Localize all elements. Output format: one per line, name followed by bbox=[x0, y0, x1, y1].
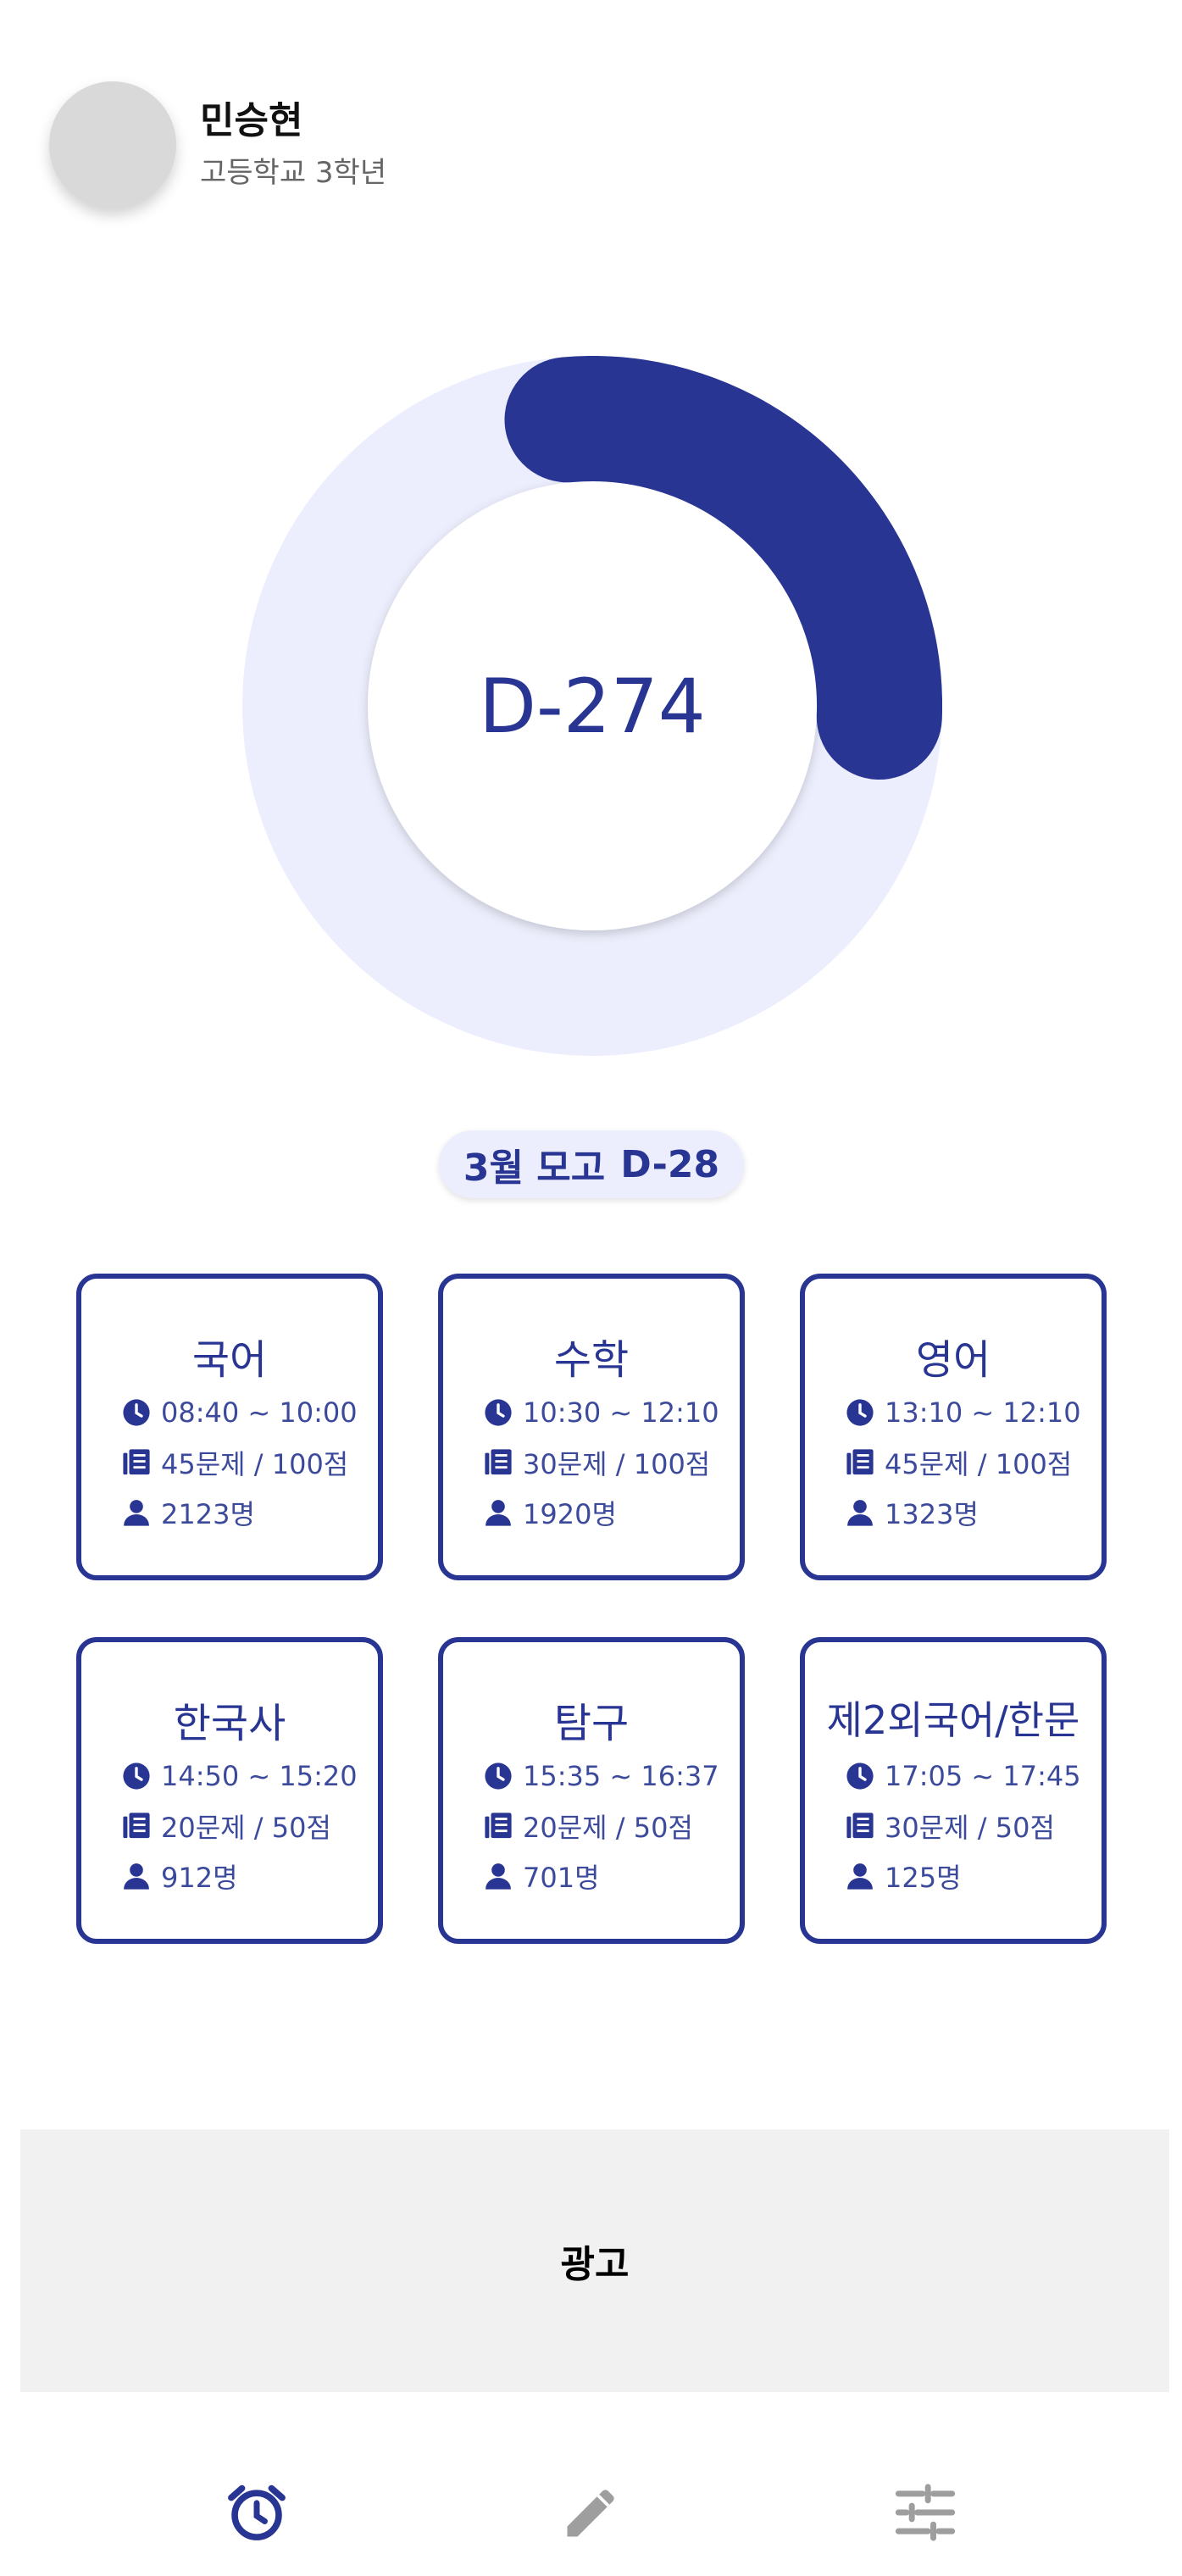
subject-time: 14:50 ~ 15:20 bbox=[161, 1760, 358, 1792]
alarm-clock-icon bbox=[228, 2484, 286, 2540]
nav-alarm[interactable] bbox=[223, 2479, 291, 2546]
subject-people: 2123명 bbox=[161, 1498, 255, 1530]
subject-time-row: 15:35 ~ 16:37 bbox=[484, 1757, 719, 1795]
nav-settings[interactable] bbox=[891, 2479, 959, 2546]
subject-people-row: 912명 bbox=[122, 1857, 238, 1895]
subject-card-english[interactable]: 영어 13:10 ~ 12:10 45문제 / 100점 1323명 bbox=[800, 1274, 1107, 1580]
subject-card-math[interactable]: 수학 10:30 ~ 12:10 30문제 / 100점 1920명 bbox=[438, 1274, 745, 1580]
subject-time-row: 10:30 ~ 12:10 bbox=[484, 1394, 719, 1431]
subject-card-second-language[interactable]: 제2외국어/한문 17:05 ~ 17:45 30문제 / 50점 125명 bbox=[800, 1637, 1107, 1944]
book-icon bbox=[846, 1813, 874, 1839]
subject-name: 국어 bbox=[191, 1336, 268, 1384]
subject-card-korean-history[interactable]: 한국사 14:50 ~ 15:20 20문제 / 50점 912명 bbox=[76, 1637, 383, 1944]
clock-icon bbox=[123, 1763, 150, 1790]
person-icon bbox=[847, 1500, 873, 1526]
next-exam-name: 3월 모고 bbox=[463, 1146, 606, 1190]
book-icon bbox=[123, 1813, 150, 1839]
subject-time: 13:10 ~ 12:10 bbox=[885, 1396, 1081, 1429]
subject-name: 수학 bbox=[553, 1336, 630, 1384]
subject-card-korean[interactable]: 국어 08:40 ~ 10:00 45문제 / 100점 2123명 bbox=[76, 1274, 383, 1580]
subject-time: 08:40 ~ 10:00 bbox=[161, 1396, 358, 1429]
book-icon bbox=[485, 1813, 512, 1839]
subject-people-row: 2123명 bbox=[122, 1494, 255, 1531]
sliders-icon bbox=[895, 2484, 956, 2541]
person-icon bbox=[847, 1863, 873, 1890]
subject-time-row: 08:40 ~ 10:00 bbox=[122, 1394, 358, 1431]
pencil-icon bbox=[567, 2490, 614, 2537]
subject-people-row: 1323명 bbox=[846, 1494, 979, 1531]
clock-icon bbox=[485, 1763, 512, 1790]
person-icon bbox=[124, 1500, 149, 1526]
subject-people: 1920명 bbox=[523, 1498, 617, 1530]
subject-people: 701명 bbox=[523, 1862, 600, 1894]
book-icon bbox=[485, 1449, 512, 1475]
subject-time-row: 14:50 ~ 15:20 bbox=[122, 1757, 358, 1795]
subject-questions-row: 20문제 / 50점 bbox=[484, 1807, 693, 1845]
countdown-progress-arc bbox=[504, 356, 942, 780]
subject-people: 912명 bbox=[161, 1862, 238, 1894]
subject-questions: 30문제 / 50점 bbox=[885, 1812, 1055, 1844]
person-icon bbox=[124, 1863, 149, 1890]
clock-icon bbox=[846, 1399, 874, 1426]
subject-time-row: 13:10 ~ 12:10 bbox=[846, 1394, 1081, 1431]
ad-banner[interactable]: 광고 bbox=[20, 2129, 1169, 2392]
next-exam-badge[interactable]: 3월 모고 D-28 bbox=[439, 1130, 744, 1198]
subject-people: 1323명 bbox=[885, 1498, 979, 1530]
bottom-navigation bbox=[0, 2445, 1182, 2576]
book-icon bbox=[123, 1449, 150, 1475]
profile-name: 민승현 bbox=[200, 99, 303, 143]
avatar[interactable] bbox=[49, 81, 176, 208]
next-exam-dday: D-28 bbox=[620, 1142, 720, 1186]
subject-name: 한국사 bbox=[173, 1700, 286, 1747]
clock-icon bbox=[846, 1763, 874, 1790]
subject-questions-row: 30문제 / 100점 bbox=[484, 1444, 710, 1481]
countdown-inner bbox=[368, 481, 817, 930]
subject-name: 탐구 bbox=[553, 1700, 630, 1747]
subject-questions: 45문제 / 100점 bbox=[885, 1448, 1073, 1480]
subject-people-row: 125명 bbox=[846, 1857, 962, 1895]
countdown-donut: D-274 bbox=[242, 356, 942, 1056]
person-icon bbox=[486, 1500, 511, 1526]
subject-people: 125명 bbox=[885, 1862, 962, 1894]
profile-info: 민승현 고등학교 3학년 bbox=[200, 99, 386, 191]
subject-questions: 20문제 / 50점 bbox=[161, 1812, 331, 1844]
book-icon bbox=[846, 1449, 874, 1475]
subject-questions-row: 30문제 / 50점 bbox=[846, 1807, 1055, 1845]
subject-questions: 20문제 / 50점 bbox=[523, 1812, 693, 1844]
subject-time: 15:35 ~ 16:37 bbox=[523, 1760, 719, 1792]
subject-questions: 30문제 / 100점 bbox=[523, 1448, 711, 1480]
countdown-ring bbox=[242, 356, 942, 1056]
subject-questions-row: 45문제 / 100점 bbox=[122, 1444, 348, 1481]
subject-name: 영어 bbox=[915, 1336, 991, 1384]
subject-questions-row: 45문제 / 100점 bbox=[846, 1444, 1072, 1481]
profile-grade: 고등학교 3학년 bbox=[200, 155, 387, 190]
ad-label: 광고 bbox=[560, 2243, 630, 2286]
clock-icon bbox=[485, 1399, 512, 1426]
nav-edit[interactable] bbox=[558, 2479, 625, 2546]
clock-icon bbox=[123, 1399, 150, 1426]
subject-questions: 45문제 / 100점 bbox=[161, 1448, 349, 1480]
subject-time: 17:05 ~ 17:45 bbox=[885, 1760, 1081, 1792]
person-icon bbox=[486, 1863, 511, 1890]
subject-time: 10:30 ~ 12:10 bbox=[523, 1396, 719, 1429]
subject-people-row: 1920명 bbox=[484, 1494, 617, 1531]
profile-header: 민승현 고등학교 3학년 bbox=[49, 81, 386, 208]
subject-questions-row: 20문제 / 50점 bbox=[122, 1807, 331, 1845]
subject-time-row: 17:05 ~ 17:45 bbox=[846, 1757, 1081, 1795]
subject-people-row: 701명 bbox=[484, 1857, 600, 1895]
countdown-label: D-274 bbox=[479, 662, 706, 750]
subject-name: 제2외국어/한문 bbox=[826, 1697, 1080, 1743]
subject-card-inquiry[interactable]: 탐구 15:35 ~ 16:37 20문제 / 50점 701명 bbox=[438, 1637, 745, 1944]
